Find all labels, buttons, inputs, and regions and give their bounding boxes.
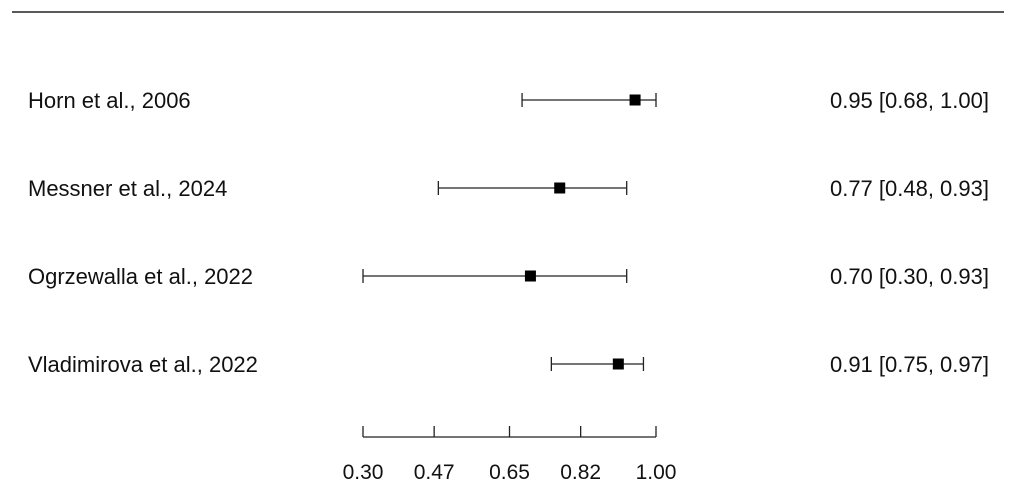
study-row: Ogrzewalla et al., 2022 0.70 [0.30, 0.93] [28, 264, 989, 289]
study-row: Messner et al., 2024 0.77 [0.48, 0.93] [28, 176, 989, 201]
estimate-text: 0.95 [0.68, 1.00] [830, 88, 989, 113]
study-label: Vladimirova et al., 2022 [28, 352, 258, 377]
x-tick-label: 0.82 [560, 461, 601, 484]
point-estimate-marker [524, 270, 536, 282]
study-label: Horn et al., 2006 [28, 88, 191, 113]
x-axis: 0.30 0.47 0.65 0.82 1.00 [343, 426, 677, 484]
point-estimate-marker [629, 94, 641, 106]
study-row: Vladimirova et al., 2022 0.91 [0.75, 0.97… [28, 352, 989, 377]
x-tick-label: 1.00 [636, 461, 677, 484]
estimate-text: 0.77 [0.48, 0.93] [830, 176, 989, 201]
point-estimate-marker [554, 182, 566, 194]
x-tick-label: 0.30 [343, 461, 384, 484]
study-label: Ogrzewalla et al., 2022 [28, 264, 253, 289]
study-row: Horn et al., 2006 0.95 [0.68, 1.00] [28, 88, 989, 113]
x-tick-label: 0.65 [489, 461, 530, 484]
study-label: Messner et al., 2024 [28, 176, 227, 201]
study-rows: Horn et al., 2006 0.95 [0.68, 1.00] Messne… [28, 88, 989, 377]
x-tick-label: 0.47 [414, 461, 455, 484]
estimate-text: 0.91 [0.75, 0.97] [830, 352, 989, 377]
point-estimate-marker [612, 358, 624, 370]
estimate-text: 0.70 [0.30, 0.93] [830, 264, 989, 289]
